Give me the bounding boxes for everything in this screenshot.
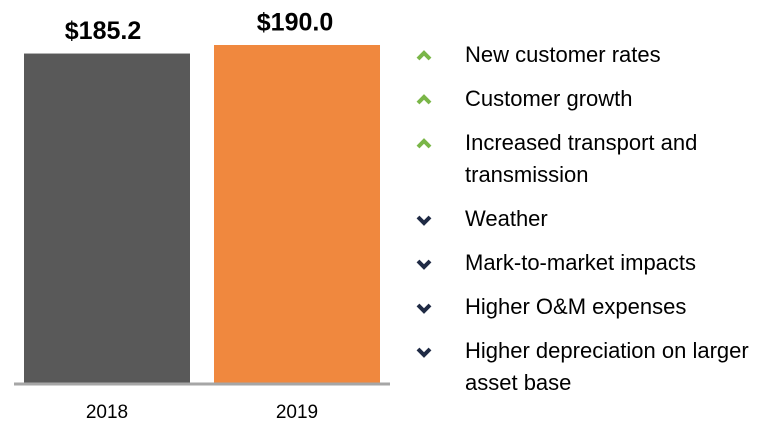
chevron-up [416,94,432,105]
chevron-up [416,50,432,61]
chevron-down [416,303,432,314]
driver-text: New customer rates [465,42,661,67]
driver-text: Customer growth [465,86,633,111]
data-label: $185.2 [65,17,141,45]
bar [24,53,190,384]
chevron-down [416,215,432,226]
driver-text: Weather [465,206,548,231]
driver-text: Higher O&M expenses [465,294,687,319]
x-tick-label: 2019 [276,402,318,423]
chevron [416,215,432,226]
driver-item: Increased transport and transmission [412,127,763,191]
driver-text: Higher depreciation on larger asset base [465,338,749,395]
chart: $185.2 2018 $190.0 2019 [14,9,390,423]
driver-item: New customer rates [412,39,763,71]
chevron [416,94,432,105]
bar [214,45,380,383]
driver-item: Higher O&M expenses [412,291,763,323]
chevron-down [416,347,432,358]
driver-item: Customer growth [412,83,763,115]
driver-list: New customer rates Customer growth Increas… [412,39,763,411]
driver-text: Increased transport and transmission [465,130,698,187]
chevron [416,138,432,149]
chevron-down [416,259,432,270]
driver-item: Higher depreciation on larger asset base [412,335,763,399]
data-label: $190.0 [257,9,333,37]
x-tick-label: 2018 [86,402,128,423]
driver-item: Mark-to-market impacts [412,247,763,279]
chevron [416,259,432,270]
chevron [416,347,432,358]
chevron-up [416,138,432,149]
driver-item: Weather [412,203,763,235]
driver-text: Mark-to-market impacts [465,250,697,275]
chevron [416,50,432,61]
chevron [416,303,432,314]
